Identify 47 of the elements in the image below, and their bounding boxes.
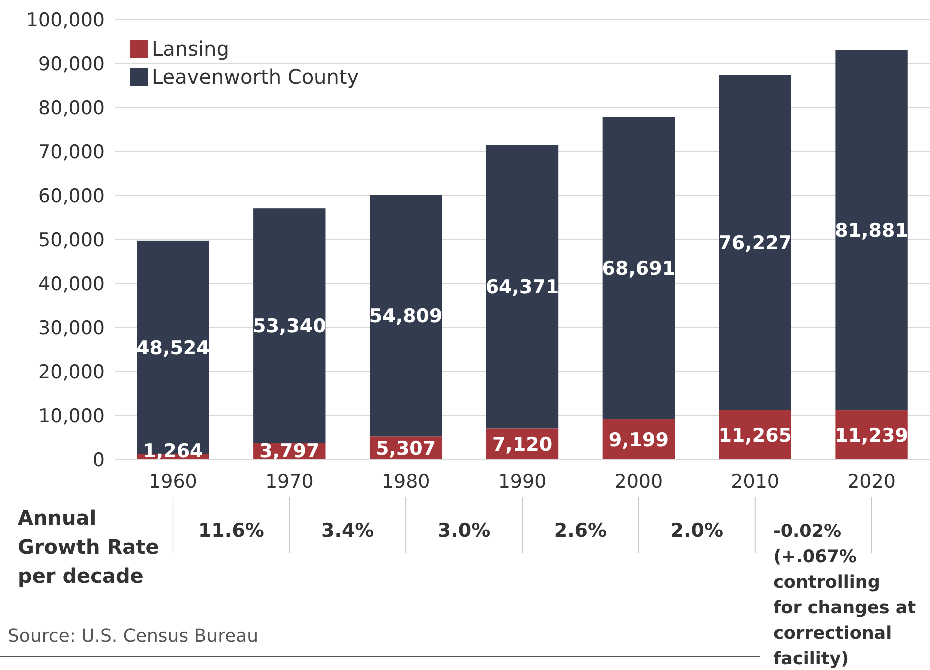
y-tick-label: 40,000: [38, 274, 105, 296]
text: 2.6%: [554, 520, 608, 542]
y-tick-label: 20,000: [38, 362, 105, 384]
x-tick-label: 1960: [149, 471, 198, 493]
data-label: 68,691: [602, 258, 676, 280]
legend-label: Lansing: [152, 37, 230, 61]
data-label: 48,524: [136, 337, 210, 360]
bar: [602, 117, 676, 420]
bar: [719, 75, 792, 410]
data-label: 5,307: [376, 438, 436, 460]
data-label: 3,797: [260, 440, 320, 463]
data-label: 76,227: [718, 232, 792, 254]
text: 3.4%: [322, 520, 374, 542]
text: 11.6%: [198, 520, 264, 542]
data-label: 81,881: [835, 220, 908, 242]
y-tick-label: 0: [92, 450, 105, 472]
y-tick-label: 10,000: [38, 406, 105, 428]
bar: [370, 195, 442, 437]
y-tick-label: 50,000: [38, 230, 105, 252]
x-tick-label: 2000: [614, 471, 664, 493]
y-tick-label: 70,000: [38, 142, 105, 164]
bar: [486, 145, 559, 429]
text: 2.0%: [670, 520, 724, 542]
x-tick-label: 2020: [848, 471, 896, 493]
data-label: 11,265: [718, 424, 792, 447]
x-tick-label: 2010: [731, 471, 780, 493]
text: Annual Growth Rate per decade: [18, 506, 160, 588]
y-tick-label: 60,000: [38, 186, 105, 208]
y-tick-label: 100,000: [26, 10, 105, 32]
x-tick-label: 1970: [265, 471, 314, 493]
data-label: 53,340: [252, 316, 326, 338]
data-label: 54,809: [369, 306, 443, 328]
y-tick-label: 80,000: [38, 98, 105, 120]
x-tick-label: 1990: [498, 471, 547, 493]
data-label: 64,371: [486, 276, 560, 299]
y-tick-label: 30,000: [38, 318, 105, 340]
source-note: Source: U.S. Census Bureau: [8, 626, 259, 647]
text: -0.02% (+.067% controlling for changes at correctional facility): [774, 522, 916, 670]
bar: [254, 208, 326, 444]
legend-label: Leavenworth County: [152, 65, 360, 89]
data-label: 11,239: [835, 424, 908, 447]
bar: [836, 50, 908, 411]
y-tick-label: 90,000: [38, 54, 105, 76]
data-label: 7,120: [492, 434, 553, 456]
x-tick-label: 1980: [382, 471, 430, 493]
data-label: 9,199: [608, 429, 669, 452]
text: 3.0%: [438, 520, 491, 542]
